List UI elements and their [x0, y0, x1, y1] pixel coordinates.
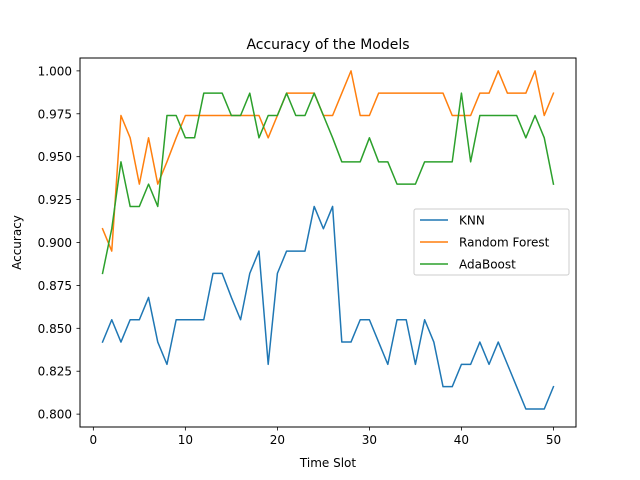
x-axis-ticks: 0 10 20 30 40 50	[90, 427, 561, 447]
x-tick-label: 40	[454, 433, 469, 447]
y-tick-label: 0.875	[38, 279, 72, 293]
x-tick-label: 50	[546, 433, 561, 447]
y-tick-label: 0.900	[38, 236, 72, 250]
legend-label: Random Forest	[459, 236, 550, 250]
series-line-random-forest	[101, 70, 555, 252]
x-tick-label: 10	[178, 433, 193, 447]
legend-label: KNN	[459, 214, 485, 228]
y-tick-label: 0.800	[38, 408, 72, 422]
plot-lines	[101, 70, 555, 410]
y-tick-label: 0.850	[38, 322, 72, 336]
legend-label: AdaBoost	[459, 258, 516, 272]
series-line-knn	[101, 205, 555, 410]
series-line-adaboost	[101, 92, 555, 275]
x-tick-label: 20	[270, 433, 285, 447]
legend: KNN Random Forest AdaBoost	[413, 208, 570, 276]
chart-title: Accuracy of the Models	[246, 37, 409, 53]
y-tick-label: 0.925	[38, 193, 72, 207]
y-tick-label: 0.950	[38, 150, 72, 164]
x-tick-label: 0	[90, 433, 98, 447]
y-tick-label: 0.825	[38, 365, 72, 379]
x-tick-label: 30	[362, 433, 377, 447]
x-axis-label: Time Slot	[299, 456, 356, 470]
y-tick-label: 1.000	[38, 64, 72, 78]
y-axis-label: Accuracy	[10, 215, 24, 270]
legend-box	[413, 208, 570, 276]
y-tick-label: 0.975	[38, 107, 72, 121]
y-axis-ticks: 0.800 0.825 0.850 0.875 0.900 0.925 0.950 0.975…	[38, 64, 80, 422]
